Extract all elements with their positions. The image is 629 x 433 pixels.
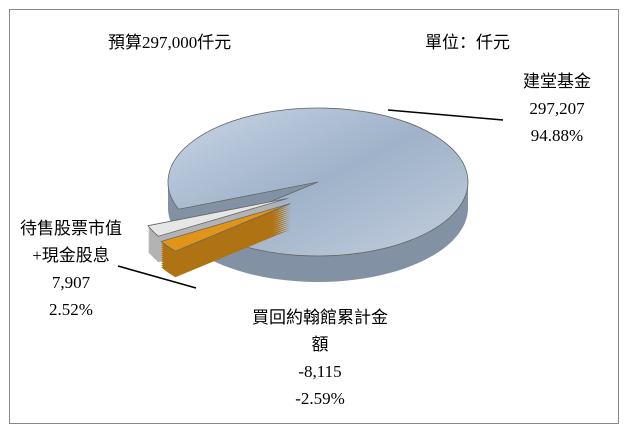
slice-percent: 2.52% (49, 300, 93, 319)
slice-percent: -2.59% (295, 389, 345, 408)
slice-label: 買回約翰館累計金額 -8,115 -2.59% (245, 304, 395, 412)
leader-line (117, 265, 197, 289)
chart-title: 預算297,000仟元 (108, 33, 232, 52)
slice-percent: 94.88% (530, 126, 584, 145)
slice-value: -8,115 (298, 362, 342, 381)
slice-value: 7,907 (51, 273, 91, 292)
slice-name: 買回約翰館累計金額 (252, 308, 388, 354)
chart-unit: 單位：仟元 (425, 33, 510, 52)
pie-slice (160, 203, 291, 252)
slice-value: 297,207 (529, 99, 585, 118)
chart-frame (9, 9, 619, 424)
slice-name: 建堂基金 (523, 72, 591, 91)
slice-label: 待售股票市值+現金股息 7,907 2.52% (12, 215, 130, 323)
pie-slice (147, 198, 288, 237)
slice-label: 建堂基金 297,207 94.88% (500, 68, 614, 149)
slice-name: 待售股票市值+現金股息 (20, 219, 122, 265)
leader-line (387, 109, 504, 121)
